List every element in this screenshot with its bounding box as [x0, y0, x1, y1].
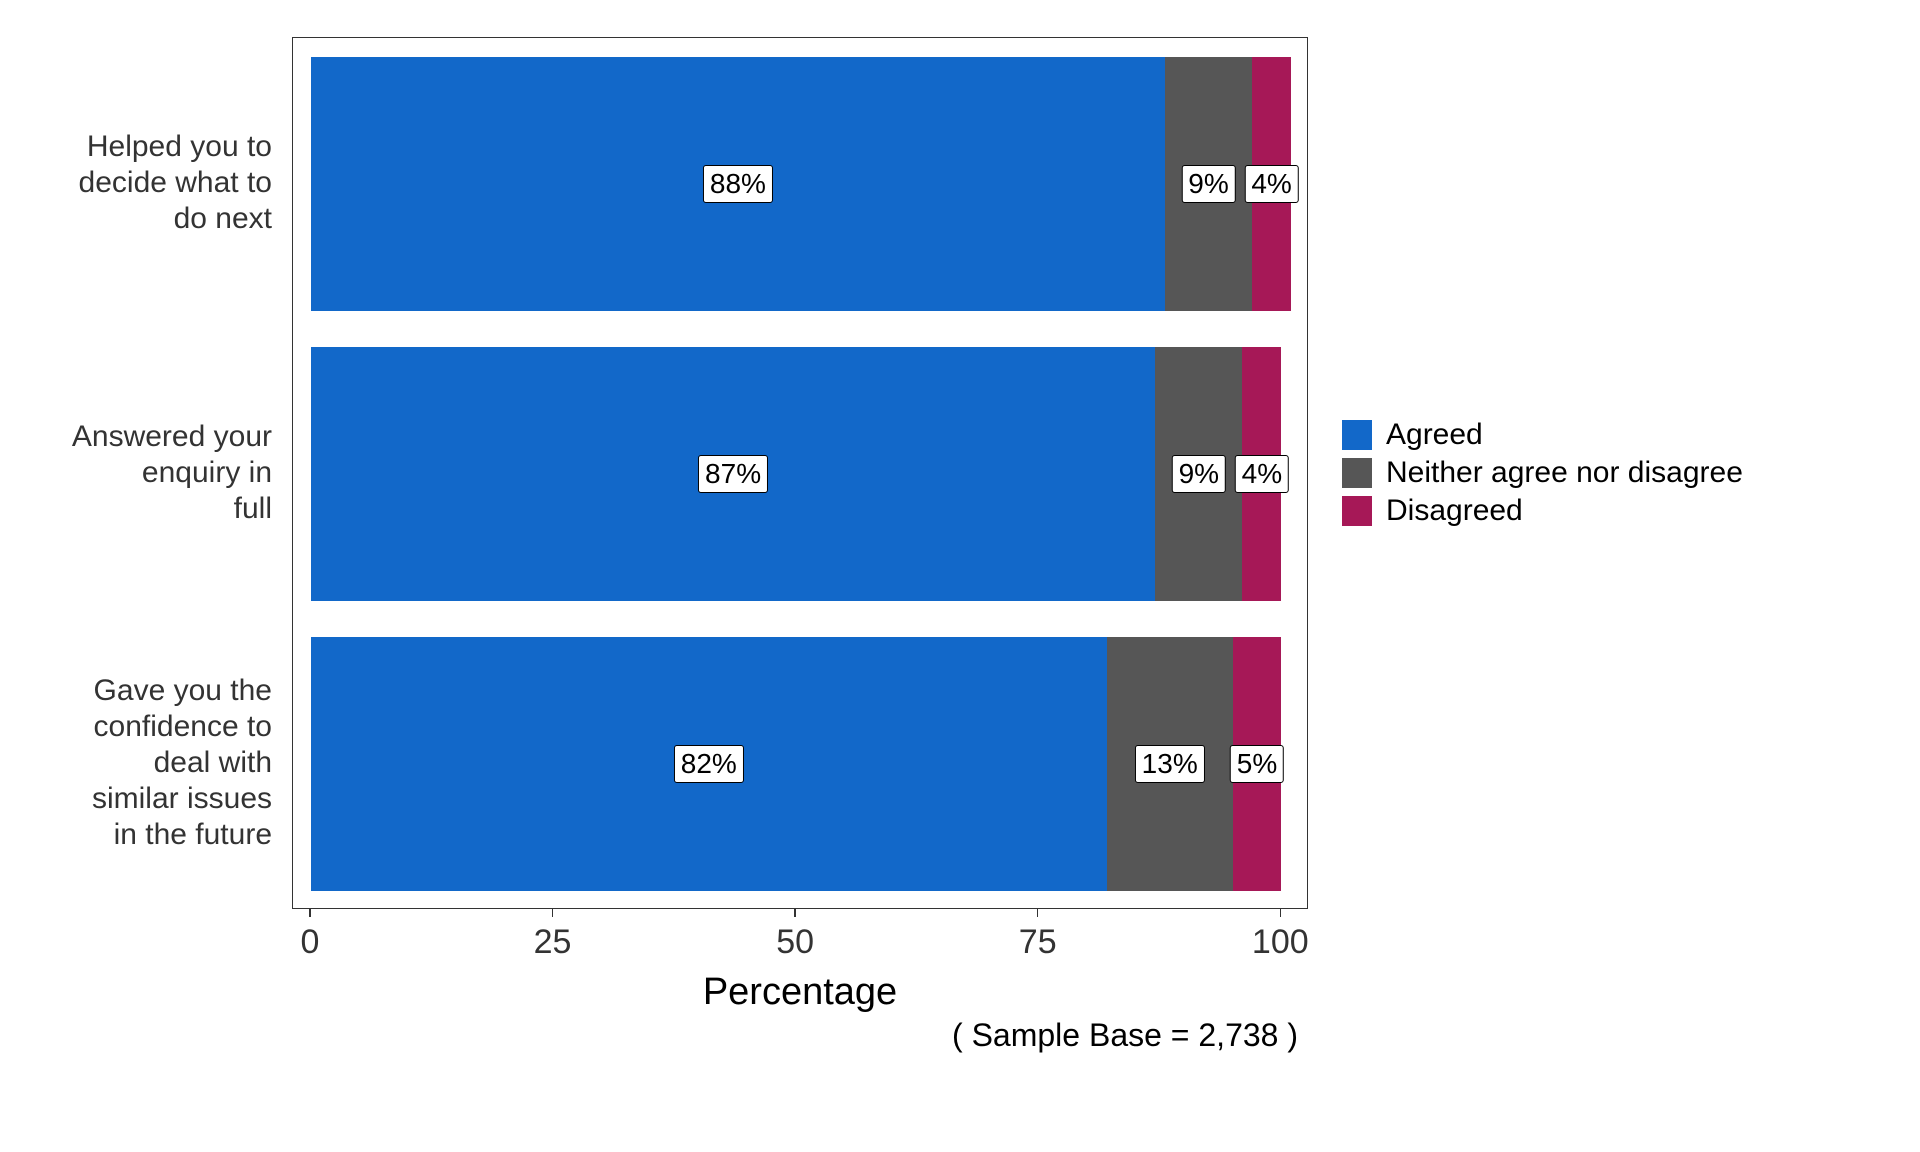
bar-segment: 88%	[311, 57, 1165, 311]
legend-swatch	[1342, 458, 1372, 488]
y-axis-category-label: Helped you todecide what todo next	[0, 129, 272, 237]
sample-base-caption: ( Sample Base = 2,738 )	[952, 1017, 1298, 1054]
bar-segment: 13%	[1107, 637, 1233, 891]
bar-segment: 4%	[1242, 347, 1281, 601]
plot-panel: 88%9%4%87%9%4%82%13%5%	[292, 37, 1308, 909]
x-tick-mark	[1037, 909, 1039, 917]
bar-row: 82% 13% 5%	[311, 637, 1281, 891]
x-tick-label: 25	[534, 923, 572, 962]
y-axis-category-label: Gave you theconfidence todeal withsimila…	[0, 673, 272, 853]
bar-value-label: 4%	[1235, 455, 1289, 493]
legend-swatch	[1342, 496, 1372, 526]
x-tick-label: 0	[301, 923, 320, 962]
legend-swatch	[1342, 420, 1372, 450]
bar-segment: 9%	[1165, 57, 1252, 311]
x-tick-label: 100	[1252, 923, 1309, 962]
bar-segment: 4%	[1252, 57, 1291, 311]
bar-value-label: 13%	[1135, 745, 1205, 783]
bar-value-label: 9%	[1181, 165, 1235, 203]
legend: Agreed Neither agree nor disagree Disagree…	[1342, 416, 1743, 530]
x-axis-title: Percentage	[703, 971, 897, 1014]
x-tick-mark	[309, 909, 311, 917]
bar-value-label: 9%	[1172, 455, 1226, 493]
x-tick-mark	[794, 909, 796, 917]
bar-value-label: 4%	[1244, 165, 1298, 203]
bar-value-label: 82%	[674, 745, 744, 783]
legend-item: Agreed	[1342, 416, 1743, 454]
bar-segment: 5%	[1233, 637, 1282, 891]
bar-segment: 82%	[311, 637, 1107, 891]
y-axis-category-label: Answered yourenquiry infull	[0, 419, 272, 527]
bar-value-label: 88%	[703, 165, 773, 203]
chart-container: 88%9%4%87%9%4%82%13%5% Helped you todeci…	[0, 0, 1920, 1152]
bar-row: 88% 9% 4%	[311, 57, 1291, 311]
legend-label: Agreed	[1386, 418, 1483, 452]
bar-value-label: 5%	[1230, 745, 1284, 783]
x-tick-label: 50	[776, 923, 814, 962]
legend-label: Disagreed	[1386, 494, 1523, 528]
x-tick-label: 75	[1019, 923, 1057, 962]
bar-segment: 87%	[311, 347, 1155, 601]
bar-row: 87% 9% 4%	[311, 347, 1281, 601]
bar-segment: 9%	[1155, 347, 1242, 601]
legend-item: Neither agree nor disagree	[1342, 454, 1743, 492]
x-tick-mark	[1280, 909, 1282, 917]
legend-label: Neither agree nor disagree	[1386, 456, 1743, 490]
x-tick-mark	[552, 909, 554, 917]
legend-item: Disagreed	[1342, 492, 1743, 530]
bar-value-label: 87%	[698, 455, 768, 493]
